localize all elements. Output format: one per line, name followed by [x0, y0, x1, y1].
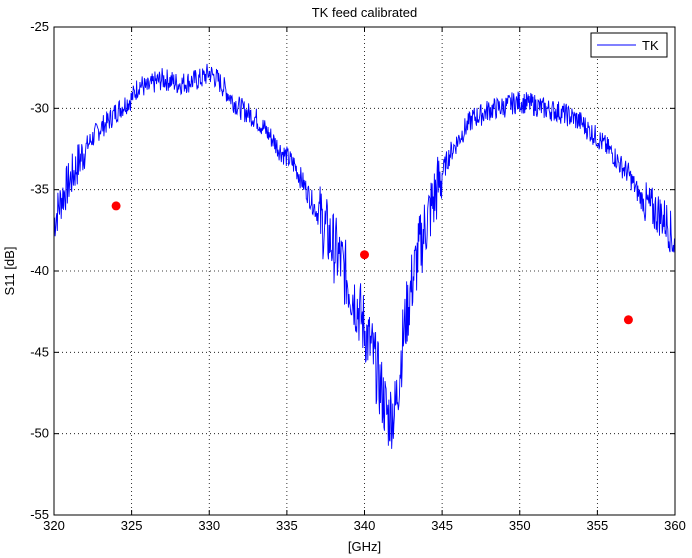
y-tick-label: -35	[30, 182, 49, 197]
scatter-point	[111, 201, 121, 211]
scatter-point	[360, 250, 369, 260]
x-axis-label: [GHz]	[348, 539, 381, 554]
y-tick-label: -50	[30, 426, 49, 441]
series-line-tk	[54, 63, 675, 449]
y-tick-label: -25	[30, 19, 49, 34]
x-tick-label: 330	[198, 518, 220, 533]
x-tick-label: 345	[431, 518, 453, 533]
x-tick-label: 320	[43, 518, 65, 533]
x-tick-label: 325	[121, 518, 143, 533]
y-tick-label: -45	[30, 344, 49, 359]
x-axis: 320 325 330 335 340 345 350 355 360	[43, 27, 686, 533]
grid	[54, 27, 675, 515]
x-tick-label: 360	[664, 518, 686, 533]
y-tick-label: -55	[30, 507, 49, 522]
x-tick-label: 340	[354, 518, 376, 533]
scatter-point	[623, 315, 633, 325]
y-tick-label: -30	[30, 100, 49, 115]
legend-entry-tk: TK	[642, 38, 659, 53]
y-axis: -25 -30 -35 -40 -45 -50 -55	[30, 19, 675, 522]
x-tick-label: 355	[587, 518, 609, 533]
y-axis-label: S11 [dB]	[2, 247, 17, 296]
chart-title: TK feed calibrated	[312, 5, 418, 20]
x-tick-label: 350	[509, 518, 531, 533]
legend: TK	[590, 32, 668, 58]
series-layer	[54, 63, 675, 449]
y-tick-label: -40	[30, 263, 49, 278]
x-tick-label: 335	[276, 518, 298, 533]
